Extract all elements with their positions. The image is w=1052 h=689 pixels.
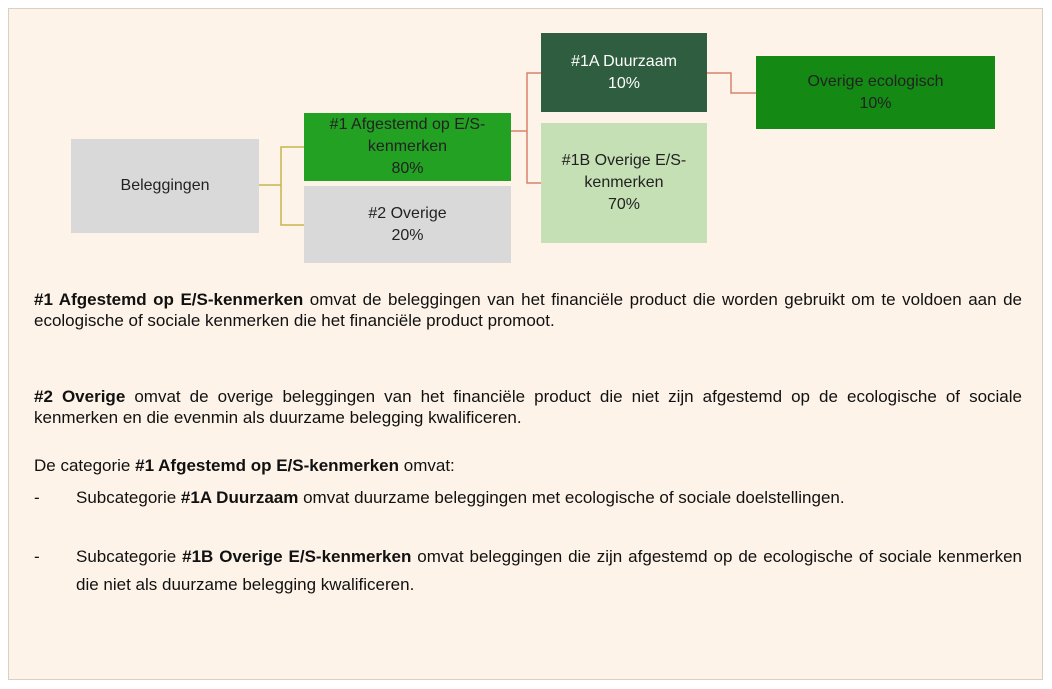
node-value: 80% bbox=[391, 160, 424, 177]
node-value: 10% bbox=[859, 94, 892, 112]
paragraph: #1 Afgestemd op E/S-kenmerken omvat de b… bbox=[34, 289, 1022, 331]
paragraph: De categorie #1 Afgestemd op E/S-kenmerk… bbox=[34, 455, 1022, 476]
node-value: 20% bbox=[391, 226, 424, 244]
list-item: - Subcategorie #1B Overige E/S-kenmerken … bbox=[34, 543, 1022, 599]
text: De categorie bbox=[34, 456, 136, 475]
node-label: #1 Afgestemd op E/S-kenmerken bbox=[329, 116, 486, 155]
text: omvat duurzame beleggingen met ecologisc… bbox=[298, 488, 845, 507]
text: omvat: bbox=[399, 456, 455, 475]
bullet: - bbox=[34, 547, 40, 566]
node: Overige ecologisch 10% bbox=[756, 56, 995, 129]
node-label: Beleggingen bbox=[120, 177, 210, 194]
node: #1A Duurzaam 10% bbox=[541, 33, 707, 112]
node-label: #1A Duurzaam bbox=[571, 52, 677, 70]
text: omvat de beleggingen van het financiële … bbox=[34, 290, 1022, 330]
text: Subcategorie bbox=[76, 488, 181, 507]
node-label: #2 Overige bbox=[368, 204, 447, 222]
node-value: 70% bbox=[607, 196, 641, 213]
node: #2 Overige 20% bbox=[304, 186, 511, 263]
list-item: - Subcategorie #1A Duurzaam omvat duurzam… bbox=[34, 484, 1022, 512]
text: omvat beleggingen die zijn afgestemd op … bbox=[76, 547, 1022, 594]
text: Subcategorie bbox=[76, 547, 183, 566]
text: omvat de overige beleggingen van het fin… bbox=[34, 387, 1022, 427]
bullet: - bbox=[34, 488, 40, 507]
connector bbox=[526, 72, 541, 184]
bold-text: #2 Overige bbox=[34, 387, 126, 406]
node-value: 10% bbox=[607, 74, 641, 92]
bold-text: #1 Afgestemd op E/S-kenmerken bbox=[34, 290, 304, 309]
node: #1B Overige E/S-kenmerken 70% bbox=[541, 123, 707, 243]
node: Beleggingen bbox=[71, 139, 259, 233]
bold-text: #1 Afgestemd op E/S-kenmerken bbox=[135, 456, 400, 475]
panel: Beleggingen #1 Afgestemd op E/S-kenmerke… bbox=[8, 8, 1043, 680]
bold-text: #1A Duurzaam bbox=[180, 488, 299, 507]
connectors bbox=[259, 72, 756, 226]
connector bbox=[707, 72, 756, 94]
connector bbox=[280, 146, 304, 226]
paragraph: #2 Overige omvat de overige beleggingen … bbox=[34, 386, 1022, 428]
bold-text: #1B Overige E/S-kenmerken bbox=[182, 547, 412, 566]
node-label: #1B Overige E/S-kenmerken bbox=[561, 152, 687, 191]
node: #1 Afgestemd op E/S-kenmerken 80% bbox=[304, 113, 511, 181]
node-label: Overige ecologisch bbox=[807, 72, 944, 90]
